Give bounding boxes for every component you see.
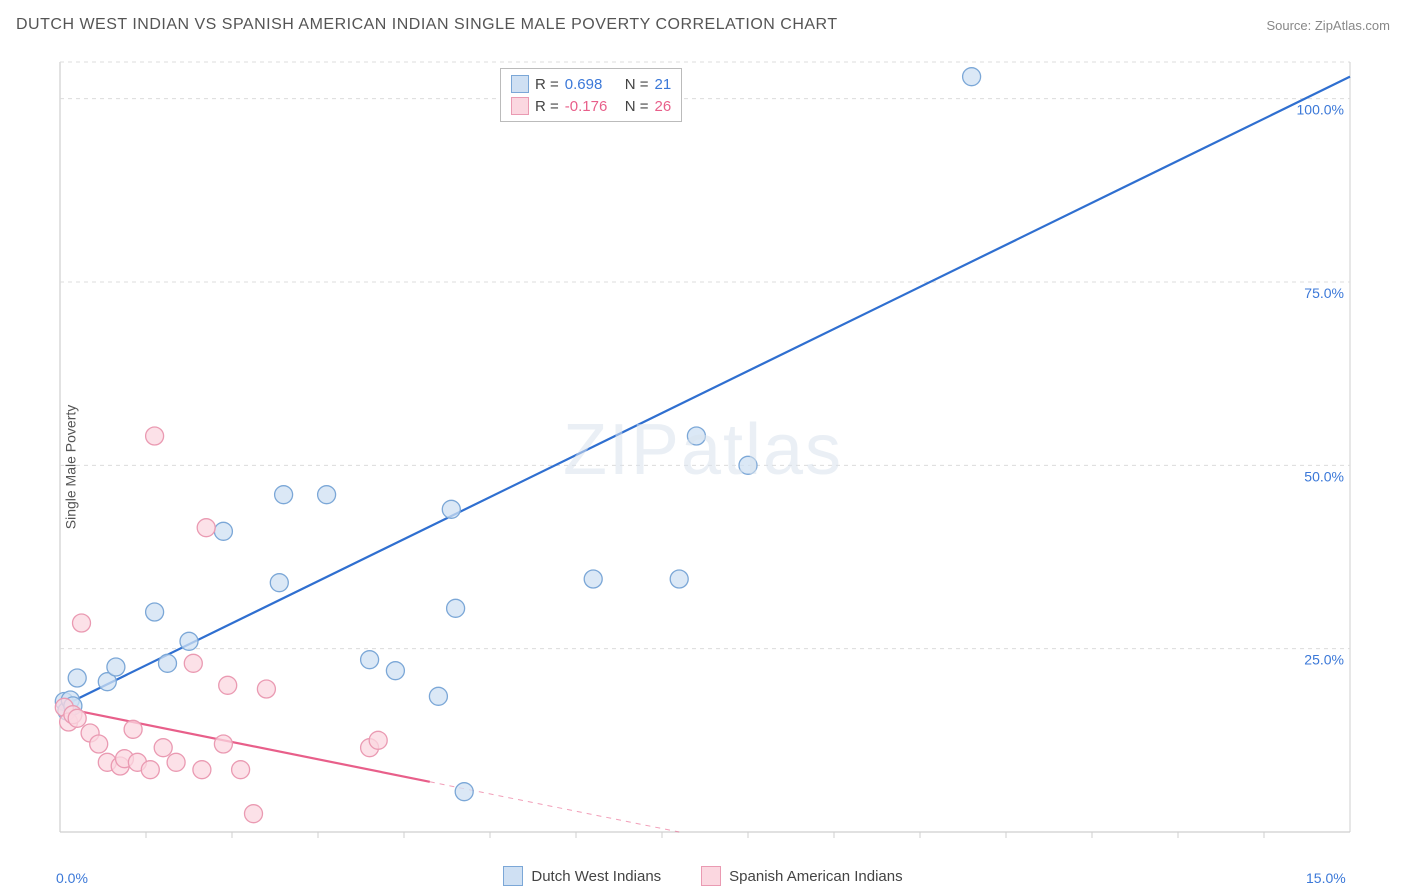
- x-axis-max-label: 15.0%: [1306, 870, 1346, 886]
- source-link[interactable]: ZipAtlas.com: [1315, 18, 1390, 33]
- legend-swatch: [503, 866, 523, 886]
- n-label: N =: [625, 76, 649, 93]
- legend-item: Spanish American Indians: [701, 866, 902, 886]
- svg-text:75.0%: 75.0%: [1304, 285, 1344, 301]
- source-label: Source: ZipAtlas.com: [1266, 18, 1390, 33]
- series-legend: Dutch West Indians Spanish American India…: [0, 866, 1406, 886]
- n-label: N =: [625, 98, 649, 115]
- svg-text:50.0%: 50.0%: [1304, 468, 1344, 484]
- series-swatch: [511, 97, 529, 115]
- n-value: 26: [655, 98, 672, 115]
- correlation-stats-box: R = 0.698 N = 21 R = -0.176 N = 26: [500, 68, 682, 122]
- r-value: -0.176: [565, 98, 619, 115]
- y-axis-label: Single Male Poverty: [62, 405, 78, 530]
- series-swatch: [511, 75, 529, 93]
- stats-row: R = 0.698 N = 21: [501, 73, 681, 95]
- n-value: 21: [655, 76, 672, 93]
- legend-label: Spanish American Indians: [729, 868, 902, 885]
- svg-text:100.0%: 100.0%: [1297, 102, 1344, 118]
- r-label: R =: [535, 76, 559, 93]
- source-prefix: Source:: [1266, 18, 1314, 33]
- chart-title: DUTCH WEST INDIAN VS SPANISH AMERICAN IN…: [16, 16, 838, 34]
- stats-row: R = -0.176 N = 26: [501, 95, 681, 117]
- x-axis-min-label: 0.0%: [56, 870, 88, 886]
- legend-item: Dutch West Indians: [503, 866, 661, 886]
- legend-swatch: [701, 866, 721, 886]
- r-value: 0.698: [565, 76, 619, 93]
- svg-text:25.0%: 25.0%: [1304, 652, 1344, 668]
- legend-label: Dutch West Indians: [531, 868, 661, 885]
- chart-area: Single Male Poverty ZIPatlas 25.0%50.0%7…: [0, 42, 1406, 892]
- scatter-plot: 25.0% 50.0% 75.0% 100.0%: [0, 42, 1406, 892]
- r-label: R =: [535, 98, 559, 115]
